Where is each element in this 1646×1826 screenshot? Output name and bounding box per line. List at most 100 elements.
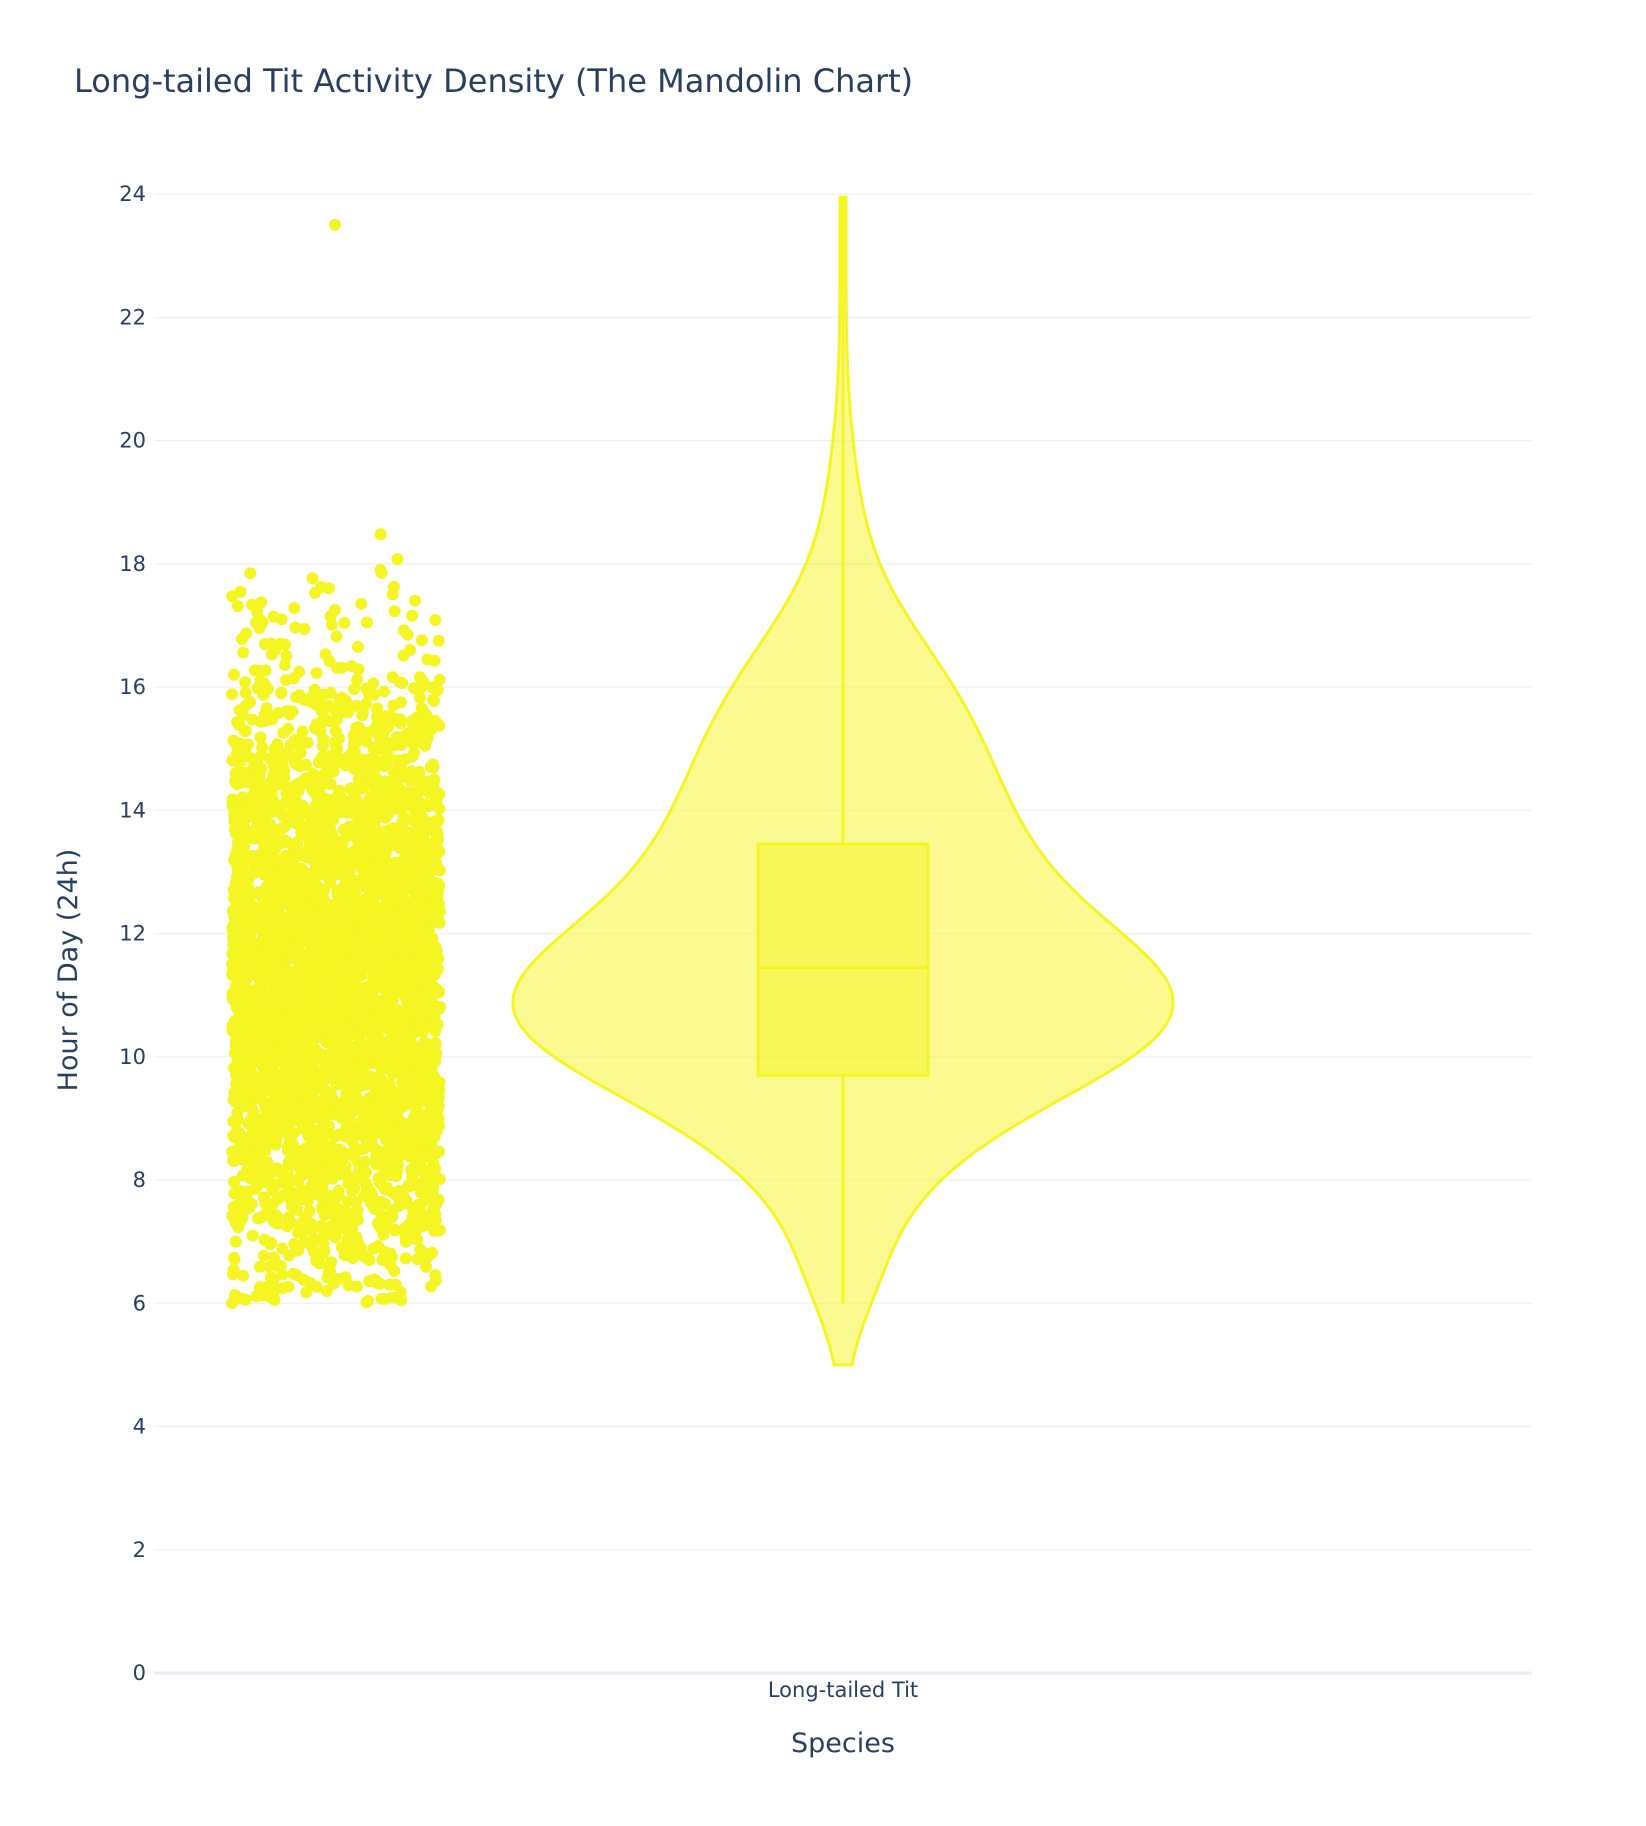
data-point xyxy=(329,958,342,971)
data-point xyxy=(323,1055,336,1068)
data-point xyxy=(395,798,408,811)
data-point xyxy=(270,1209,283,1222)
data-point xyxy=(235,1141,248,1154)
data-point xyxy=(344,860,357,873)
data-point xyxy=(322,1189,335,1202)
data-point xyxy=(245,807,258,820)
data-point xyxy=(393,829,406,842)
data-point xyxy=(237,1269,250,1282)
data-point xyxy=(375,1074,388,1087)
y-tick-10: 10 xyxy=(119,1045,146,1069)
data-point xyxy=(287,1267,300,1280)
data-point xyxy=(275,686,288,699)
data-point xyxy=(332,785,345,798)
data-point xyxy=(331,884,344,897)
data-point xyxy=(264,887,277,900)
data-point xyxy=(267,1273,280,1286)
data-point xyxy=(377,976,390,989)
data-point xyxy=(313,1257,326,1270)
data-point xyxy=(246,1018,259,1031)
data-point xyxy=(266,805,279,818)
data-point xyxy=(357,1079,370,1092)
data-point xyxy=(237,1079,249,1092)
outlier-point xyxy=(329,218,341,231)
data-point xyxy=(233,756,246,769)
data-point xyxy=(389,1224,402,1236)
data-point xyxy=(323,1260,336,1272)
data-point xyxy=(265,648,278,661)
data-point xyxy=(354,950,367,963)
data-point xyxy=(239,676,252,689)
data-point xyxy=(378,685,391,698)
data-point xyxy=(280,1127,293,1140)
data-point xyxy=(329,997,342,1010)
data-point xyxy=(410,1042,423,1055)
data-point xyxy=(394,1286,407,1299)
data-point xyxy=(379,757,392,770)
data-point xyxy=(427,761,440,774)
data-point xyxy=(322,871,335,884)
data-point xyxy=(309,1044,322,1057)
data-point xyxy=(338,616,351,629)
data-point xyxy=(371,1117,384,1129)
data-point xyxy=(416,634,428,647)
data-point xyxy=(355,1242,368,1255)
data-point xyxy=(284,1155,297,1168)
data-point xyxy=(329,1130,342,1143)
data-point xyxy=(398,885,410,898)
data-point xyxy=(288,810,301,823)
data-point xyxy=(230,958,243,971)
data-point xyxy=(393,770,406,783)
data-point xyxy=(391,1190,404,1203)
data-point xyxy=(367,757,380,770)
data-point xyxy=(425,1057,438,1070)
data-point xyxy=(313,1161,325,1174)
data-point xyxy=(409,1103,422,1116)
data-point xyxy=(407,1204,420,1217)
data-point xyxy=(429,878,442,891)
data-point xyxy=(312,1001,325,1014)
y-tick-16: 16 xyxy=(119,675,146,699)
data-point xyxy=(318,1209,331,1222)
data-point xyxy=(375,1209,388,1222)
data-point xyxy=(227,1093,240,1106)
data-point xyxy=(263,836,276,848)
data-point xyxy=(229,1235,242,1248)
data-point xyxy=(411,1253,424,1266)
data-point xyxy=(422,1042,435,1055)
data-point xyxy=(257,992,270,1005)
data-point xyxy=(267,1042,280,1055)
data-point xyxy=(399,1235,412,1248)
data-point xyxy=(229,1039,242,1052)
data-point xyxy=(372,869,385,882)
data-point xyxy=(242,773,255,786)
data-point xyxy=(343,803,356,816)
data-point xyxy=(387,926,400,939)
data-point xyxy=(233,1058,246,1071)
data-point xyxy=(232,978,245,991)
data-point xyxy=(411,869,424,882)
data-point xyxy=(292,1046,305,1059)
data-point xyxy=(311,722,324,735)
data-points xyxy=(226,218,446,1310)
data-point xyxy=(422,928,435,941)
data-point xyxy=(324,759,337,771)
data-point xyxy=(411,841,424,854)
data-point xyxy=(303,1120,316,1133)
data-point xyxy=(297,1273,310,1286)
data-point xyxy=(387,580,400,593)
violin-group xyxy=(511,195,1175,1367)
data-point xyxy=(312,756,325,769)
data-point xyxy=(426,1246,439,1259)
data-point xyxy=(259,785,272,798)
data-point xyxy=(368,688,381,701)
data-point xyxy=(271,968,284,981)
data-point xyxy=(271,878,284,891)
data-point xyxy=(412,777,425,790)
data-point xyxy=(284,705,296,718)
data-point xyxy=(254,1260,266,1273)
data-point xyxy=(400,728,413,740)
data-point xyxy=(427,1158,440,1171)
data-point xyxy=(399,786,411,799)
data-point xyxy=(306,962,319,975)
